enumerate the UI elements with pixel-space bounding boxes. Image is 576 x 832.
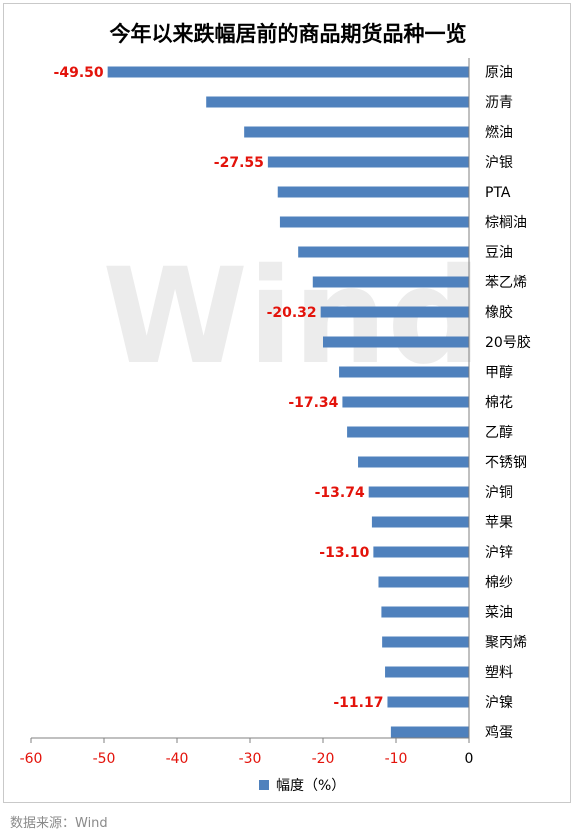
category-label: 沪银 [485,155,513,171]
x-tick-label: -40 [166,751,189,767]
bar-塑料 [385,666,469,678]
bars-group [107,66,470,738]
x-tick-label: -60 [20,751,43,767]
x-tick-label: -10 [385,751,408,767]
data-label: -49.50 [54,65,104,81]
category-label: 乙醇 [485,424,513,441]
data-labels: -49.50 -27.55 -20.32 -17.34 -13.74 -13.10 -11.… [54,65,384,711]
category-label: 不锈钢 [485,455,527,471]
category-label: 燃油 [485,124,513,141]
data-label: -11.17 [333,695,383,711]
category-label: 塑料 [485,665,513,681]
x-tick-label: 0 [465,751,474,767]
bar-橡胶 [320,306,469,318]
category-label: 苹果 [485,515,513,531]
bar-豆油 [298,246,469,258]
category-label: 苯乙烯 [485,274,527,291]
bar-苯乙烯 [312,276,469,288]
bar-甲醇 [339,366,469,378]
bar-沪银 [267,156,469,168]
category-label: 棉花 [485,394,513,411]
legend-swatch [259,780,269,790]
bar-鸡蛋 [390,726,469,738]
bar-沪锌 [373,546,469,558]
x-axis-ticks: -60 -50 -40 -30 -20 -10 0 [20,738,474,767]
bar-原油 [107,66,470,78]
bar-不锈钢 [358,456,469,468]
data-label: -27.55 [214,155,264,171]
bar-棉纱 [378,576,469,588]
category-label: 沥青 [485,95,513,111]
chart-title: 今年以来跌幅居前的商品期货品种一览 [109,22,467,46]
bar-燃油 [244,126,469,138]
data-label: -20.32 [267,305,317,321]
data-label: -13.74 [315,485,365,501]
chart-frame [3,3,571,803]
category-label: 沪镍 [485,695,513,711]
bar-棉花 [342,396,469,408]
category-label: 鸡蛋 [485,724,513,741]
category-label: 沪铜 [485,485,513,501]
category-label: 甲醇 [485,364,513,381]
bar-20号胶 [323,336,469,348]
category-label: 豆油 [485,245,513,261]
x-tick-label: -30 [239,751,262,767]
category-label: 菜油 [485,605,513,621]
bar-沪镍 [387,696,469,708]
bar-棕榈油 [279,216,469,228]
source-note: 数据来源：Wind [10,816,108,831]
bar-菜油 [381,606,469,618]
category-label: 原油 [485,65,513,81]
legend: 幅度（%） [259,778,345,794]
bar-沥青 [206,96,469,108]
data-label: -13.10 [319,545,369,561]
category-label: PTA [485,185,511,201]
category-label: 橡胶 [485,304,513,321]
bar-乙醇 [347,426,469,438]
x-tick-label: -20 [312,751,335,767]
category-label: 沪锌 [485,545,513,561]
category-label: 20号胶 [485,334,531,351]
legend-label: 幅度（%） [276,778,345,794]
data-label: -17.34 [288,395,338,411]
x-tick-label: -50 [93,751,116,767]
bar-chart: Wind 原油沥青燃油沪银PTA棕榈油豆油苯乙烯橡胶20号胶甲醇棉花乙醇不锈钢沪… [20,58,531,794]
category-label: 棉纱 [485,574,513,591]
category-label: 聚丙烯 [485,635,527,651]
bar-聚丙烯 [382,636,469,648]
bar-PTA [277,186,469,198]
bar-沪铜 [368,486,469,498]
bar-苹果 [371,516,469,528]
category-label: 棕榈油 [485,215,527,231]
